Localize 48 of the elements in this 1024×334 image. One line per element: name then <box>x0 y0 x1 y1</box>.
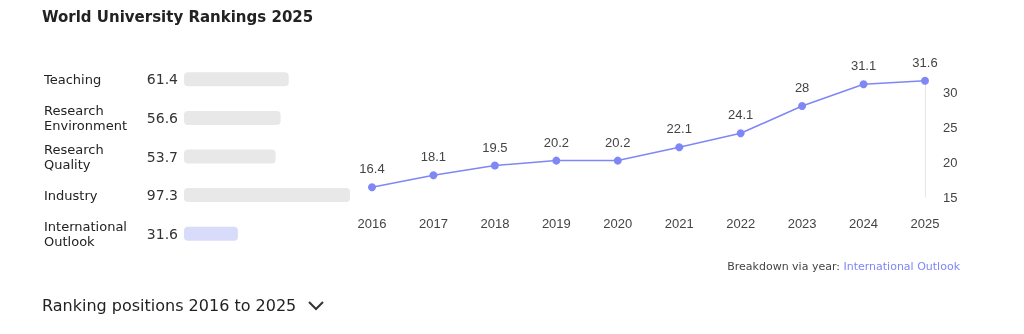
data-label: 19.5 <box>482 139 508 155</box>
x-tick-label: 2023 <box>787 216 817 231</box>
x-tick-label: 2019 <box>541 216 571 231</box>
y-tick-label: 15 <box>943 189 958 205</box>
point <box>921 76 929 85</box>
data-label: 24.1 <box>728 107 754 123</box>
y-tick-label: Research Quality <box>44 141 108 172</box>
data-label: 31.6 <box>912 54 938 70</box>
data-label: 61.4 <box>146 71 179 88</box>
x-tick-label: 2017 <box>418 216 448 231</box>
x-tick-label: 2022 <box>726 216 756 231</box>
point <box>368 183 376 192</box>
data-label: 22.1 <box>666 121 692 137</box>
data-label: 53.7 <box>146 148 178 165</box>
x-tick-label: 2018 <box>480 216 510 231</box>
x-tick-label: 2025 <box>910 216 940 231</box>
chart-title: World University Rankings 2025 <box>42 8 314 26</box>
data-label: 18.1 <box>420 149 447 165</box>
y-tick-label: 30 <box>943 84 958 100</box>
x-tick-label: 2016 <box>357 216 387 231</box>
text: Ranking positions 2016 to 2025 <box>42 296 297 315</box>
bar <box>184 226 238 241</box>
data-label: 16.4 <box>359 161 385 177</box>
x-tick-label: 2021 <box>664 216 694 231</box>
point <box>490 161 499 170</box>
data-label: 28 <box>794 80 810 95</box>
point <box>552 156 561 165</box>
data-label: 31.6 <box>146 225 179 242</box>
y-tick-label: Industry <box>44 187 98 203</box>
text: Breakdown via year: <box>727 260 840 273</box>
y-tick-label: 20 <box>943 154 958 170</box>
y-tick-label: Research Environment <box>44 102 128 133</box>
x-tick-label: 2024 <box>849 216 879 231</box>
point <box>675 143 684 152</box>
y-tick-label: Teaching <box>43 71 102 87</box>
data-label: 31.1 <box>850 58 877 74</box>
point <box>429 171 438 180</box>
point <box>613 156 622 165</box>
point <box>798 102 807 110</box>
point <box>736 129 745 138</box>
y-tick-label: 25 <box>943 119 958 135</box>
data-label: 56.6 <box>146 109 179 126</box>
y-tick-label: International Outlook <box>44 218 132 249</box>
point <box>859 80 868 89</box>
data-label: 20.2 <box>543 134 569 150</box>
x-tick-label: 2020 <box>603 216 633 231</box>
data-label: 20.2 <box>605 134 631 150</box>
data-label: 97.3 <box>146 187 178 204</box>
